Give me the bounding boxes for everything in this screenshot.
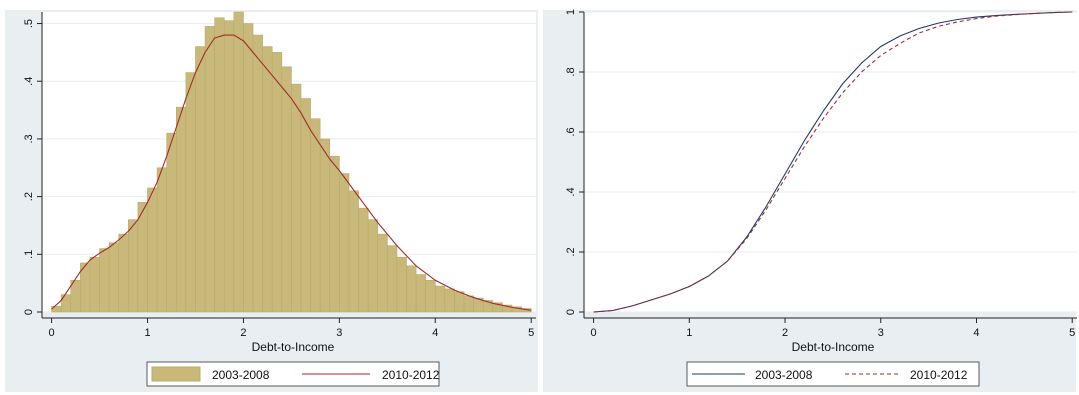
histogram-bar (243, 23, 254, 313)
legend: 2003-2008 2010-2012 (146, 361, 440, 387)
legend: 2003-2008 2010-2012 (686, 361, 980, 387)
x-tick-label: 2 (782, 327, 788, 339)
x-tick-label: 3 (878, 327, 884, 339)
y-tick-label: .4 (565, 187, 577, 196)
y-tick-label: .5 (23, 19, 35, 28)
histogram-bar (214, 17, 225, 313)
histogram-bar (310, 118, 321, 313)
histogram-bar (262, 46, 273, 313)
y-tick-label: .2 (565, 247, 577, 256)
histogram-bar (319, 138, 331, 313)
histogram-bar (358, 207, 369, 313)
histogram-bar (291, 83, 302, 313)
histogram-bar (195, 46, 206, 313)
histogram-bar (444, 288, 455, 313)
legend-label-2010-2012: 2010-2012 (910, 368, 968, 382)
histogram-bar (377, 233, 388, 313)
y-tick-label: 0 (565, 309, 577, 315)
x-tick-label: 5 (528, 327, 534, 339)
histogram-bar (252, 34, 263, 313)
histogram-bar (118, 233, 129, 313)
axes: 0 1 2 3 4 5 0 .1 .2 .3 .4 .5 (23, 12, 536, 339)
histogram-bar (128, 219, 139, 313)
y-tick-label: .8 (565, 67, 577, 76)
histogram-bar (434, 285, 446, 313)
histogram-bar (175, 106, 187, 313)
histogram-bar (281, 66, 292, 313)
legend-swatch-2003-2008 (151, 366, 201, 382)
histogram-bar (367, 219, 379, 313)
histogram-bar (271, 52, 283, 313)
x-tick-label: 3 (336, 327, 342, 339)
x-tick-label: 0 (591, 327, 597, 339)
histogram-bar (406, 265, 417, 313)
plot-area (584, 12, 1077, 312)
series-lines (51, 34, 532, 311)
axes: 0 1 2 3 4 5 0 .2 .4 .6 .8 1 (565, 9, 1077, 339)
histogram-bar (99, 248, 110, 313)
y-tick-label: .2 (23, 192, 35, 201)
x-tick-label: 5 (1069, 327, 1075, 339)
histogram-bar (387, 245, 398, 313)
histogram-bar (300, 98, 311, 313)
series-lines (593, 11, 1073, 313)
histogram-bar (415, 274, 426, 313)
legend-label-2003-2008: 2003-2008 (755, 368, 813, 382)
y-tick-label: .1 (23, 250, 35, 259)
cdf-panel: 0 1 2 3 4 5 0 .2 .4 .6 .8 1 Debt-to-Income 2003-200… (543, 9, 1077, 392)
histogram-bar (425, 279, 436, 313)
histogram-bar (185, 72, 196, 313)
legend-label-2003-2008: 2003-2008 (212, 368, 270, 382)
histogram-bars (51, 11, 532, 313)
x-axis-title: Debt-to-Income (792, 340, 875, 354)
histogram-bar (137, 202, 148, 313)
y-tick-label: .6 (565, 127, 577, 136)
x-tick-label: 1 (686, 327, 692, 339)
histogram-bar (70, 279, 81, 313)
histogram-bar (396, 256, 407, 313)
x-tick-label: 1 (144, 327, 150, 339)
histogram-bar (348, 190, 359, 313)
density-histogram-panel: 0 1 2 3 4 5 0 .1 .2 .3 .4 .5 Debt-to-Income 2003-20… (5, 10, 538, 392)
histogram-bar (147, 187, 158, 313)
y-tick-label: 0 (23, 309, 35, 315)
gridlines (584, 11, 1077, 313)
histogram-bar (463, 295, 474, 313)
y-tick-label: .4 (23, 77, 35, 86)
histogram-bar (108, 242, 120, 313)
histogram-bar (339, 173, 350, 313)
series-line-2010-2012 (51, 34, 532, 311)
histogram-bar (156, 167, 167, 313)
histogram-bar (223, 20, 235, 313)
x-axis-title: Debt-to-Income (252, 340, 335, 354)
series-line-2003-2008 (593, 11, 1073, 313)
histogram-bar (89, 256, 100, 313)
histogram-bar (60, 294, 72, 313)
x-tick-label: 4 (973, 327, 979, 339)
x-tick-label: 0 (49, 327, 55, 339)
histogram-bar (329, 155, 340, 313)
x-tick-label: 2 (240, 327, 246, 339)
histogram-bar (521, 308, 532, 313)
legend-label-2010-2012: 2010-2012 (382, 368, 440, 382)
x-tick-label: 4 (432, 327, 438, 339)
histogram-bar (204, 26, 215, 313)
histogram-bar (166, 132, 177, 313)
y-tick-label: 1 (565, 9, 577, 15)
y-tick-label: .3 (23, 134, 35, 143)
histogram-bar (233, 11, 244, 313)
histogram-bar (454, 291, 465, 313)
